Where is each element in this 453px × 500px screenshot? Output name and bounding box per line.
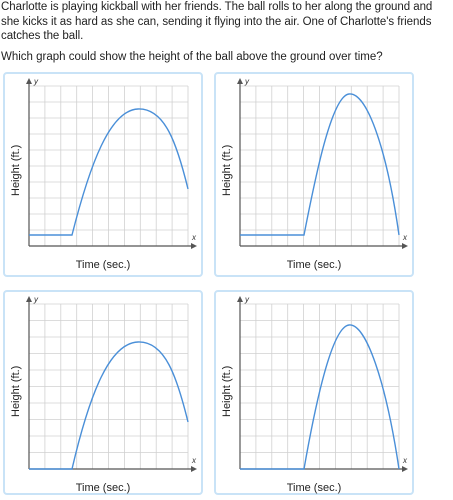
x-axis-label: Time (sec.) — [75, 259, 131, 271]
y-axis-label: Height (ft.) — [221, 365, 233, 417]
x-axis-arrow — [402, 466, 408, 472]
y-axis-letter: y — [244, 295, 250, 304]
y-axis-label: Height (ft.) — [10, 365, 22, 417]
y-axis-letter: y — [33, 77, 39, 86]
height-curve — [240, 93, 400, 236]
y-axis-arrow — [237, 78, 243, 84]
answer-choice-1[interactable]: y x Time (sec.) Height (ft.) — [3, 72, 203, 277]
x-axis-letter: x — [402, 456, 408, 465]
graph-plot: yx — [26, 295, 197, 472]
x-axis-letter: x — [191, 456, 197, 465]
x-axis-letter: x — [191, 233, 197, 242]
answer-choice-2[interactable]: y x Time (sec.) Height (ft.) — [214, 72, 414, 277]
answer-choice-4[interactable]: y x Time (sec.) Height (ft.) — [214, 290, 414, 495]
graph-plot: yx — [26, 77, 197, 249]
question-text: Charlotte is playing kickball with her f… — [1, 1, 433, 42]
y-axis-letter: y — [33, 295, 39, 304]
height-curve — [240, 324, 400, 470]
x-axis-arrow — [402, 243, 408, 249]
y-axis-arrow — [237, 296, 243, 302]
graph-plot: yx — [237, 295, 408, 472]
x-axis-label: Time (sec.) — [286, 259, 342, 271]
x-axis-letter: x — [402, 233, 408, 242]
y-axis-arrow — [26, 296, 32, 302]
answer-choice-3[interactable]: y x Time (sec.) Height (ft.) — [3, 290, 203, 495]
y-axis-letter: y — [244, 77, 250, 86]
x-axis-arrow — [191, 466, 197, 472]
y-axis-arrow — [26, 78, 32, 84]
graph-plot: yx — [237, 77, 408, 249]
question-prompt: Which graph could show the height of the… — [1, 51, 383, 63]
y-axis-label: Height (ft.) — [10, 144, 22, 196]
height-curve — [29, 108, 189, 236]
x-axis-arrow — [191, 243, 197, 249]
height-curve — [29, 341, 189, 470]
y-axis-label: Height (ft.) — [221, 144, 233, 196]
